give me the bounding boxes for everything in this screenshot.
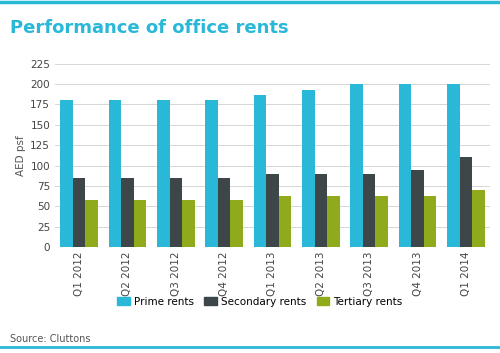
Bar — [108, 100, 121, 247]
Bar — [460, 157, 472, 247]
Bar — [254, 95, 266, 247]
Y-axis label: AED psf: AED psf — [16, 135, 26, 176]
Bar — [447, 84, 460, 247]
Bar — [230, 200, 243, 247]
Bar — [157, 100, 170, 247]
Text: Source: Cluttons: Source: Cluttons — [10, 334, 90, 344]
Bar — [376, 196, 388, 247]
Bar — [266, 174, 279, 247]
Bar — [350, 84, 363, 247]
Bar — [472, 190, 484, 247]
Bar — [121, 178, 134, 247]
Bar — [206, 100, 218, 247]
Bar — [411, 169, 424, 247]
Bar — [86, 200, 98, 247]
Text: Performance of office rents: Performance of office rents — [10, 19, 288, 37]
Bar — [182, 200, 194, 247]
Bar — [327, 196, 340, 247]
Bar — [424, 196, 436, 247]
Bar — [314, 174, 327, 247]
Bar — [398, 84, 411, 247]
Bar — [73, 178, 86, 247]
Bar — [363, 174, 376, 247]
Bar — [170, 178, 182, 247]
Legend: Prime rents, Secondary rents, Tertiary rents: Prime rents, Secondary rents, Tertiary r… — [113, 292, 407, 311]
Bar — [218, 178, 230, 247]
Bar — [134, 200, 146, 247]
Bar — [60, 100, 73, 247]
Bar — [302, 90, 314, 247]
Bar — [279, 196, 291, 247]
